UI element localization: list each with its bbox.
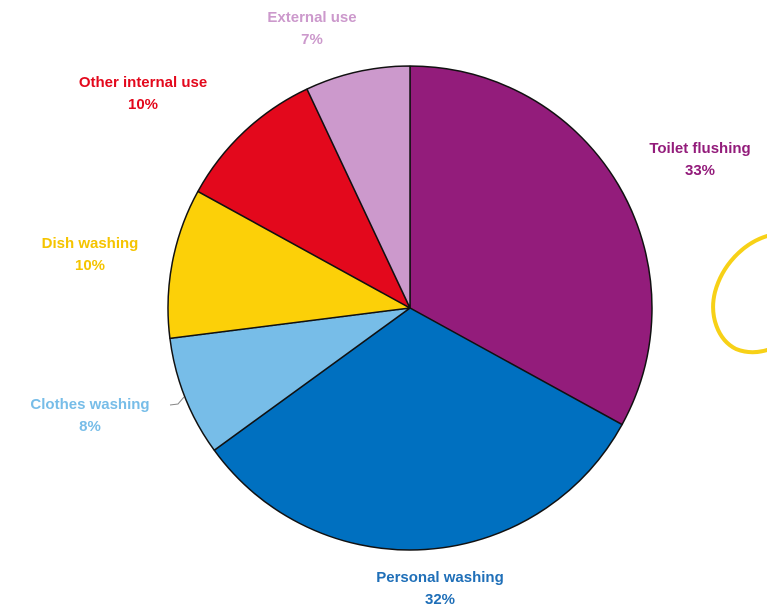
pie-labels: Toilet flushing 33% Personal washing 32% Clo… xyxy=(30,9,750,608)
slice-percent-external-use: 7% xyxy=(301,31,323,48)
pie-slice-external-use xyxy=(306,65,411,309)
slice-percent-toilet-flushing: 33% xyxy=(685,162,715,179)
hand-drawn-circle-mark xyxy=(711,234,767,355)
pie-slice-dish-washing xyxy=(167,190,411,340)
slice-label-external-use: External use xyxy=(267,9,356,26)
pie-slice-toilet-flushing xyxy=(409,65,653,426)
slice-label-toilet-flushing: Toilet flushing xyxy=(649,140,750,157)
slice-label-dish-washing: Dish washing xyxy=(42,235,139,252)
slice-label-personal-washing: Personal washing xyxy=(376,569,504,586)
pie-slices xyxy=(167,65,653,551)
pie-slice-personal-washing xyxy=(213,307,623,551)
slice-percent-other-internal-use: 10% xyxy=(128,96,158,113)
pie-slice-clothes-washing xyxy=(169,307,411,451)
slice-percent-dish-washing: 10% xyxy=(75,257,105,274)
slice-label-other-internal-use: Other internal use xyxy=(79,74,207,91)
clothes-washing-leader-line xyxy=(169,396,185,406)
slice-percent-clothes-washing: 8% xyxy=(79,418,101,435)
slice-label-clothes-washing: Clothes washing xyxy=(30,396,149,413)
pie-slice-other-internal-use xyxy=(197,88,411,309)
slice-percent-personal-washing: 32% xyxy=(425,591,455,608)
